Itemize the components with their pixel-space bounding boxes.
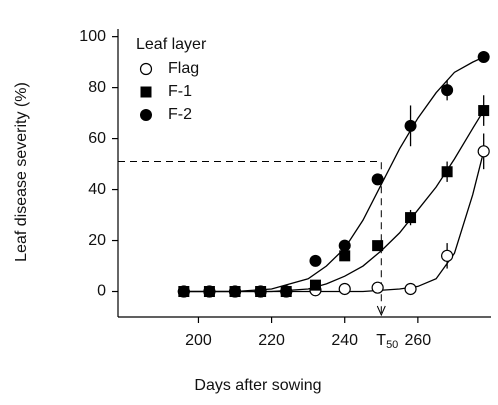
marker	[229, 285, 242, 298]
marker	[404, 119, 417, 132]
fit-curve	[183, 151, 485, 293]
marker	[441, 249, 454, 262]
marker	[404, 282, 417, 296]
marker	[371, 173, 384, 186]
legend-label: F-2	[168, 106, 192, 123]
marker	[338, 239, 351, 252]
x-tick-label: 260	[405, 332, 432, 349]
annotation-label: T50	[376, 332, 398, 351]
marker	[372, 240, 384, 252]
y-axis-label: Leaf disease severity (%)	[13, 82, 30, 262]
marker	[140, 86, 152, 98]
x-tick-label: 220	[258, 332, 285, 349]
x-tick-label: 200	[185, 332, 212, 349]
marker	[441, 84, 454, 97]
annotation-text: T	[376, 332, 386, 349]
marker	[309, 254, 322, 267]
marker	[338, 282, 351, 296]
y-tick-label: 40	[88, 181, 106, 198]
marker	[405, 212, 417, 224]
x-axis-label: Days after sowing	[194, 377, 321, 394]
y-tick-label: 100	[79, 28, 106, 45]
marker	[478, 105, 490, 117]
marker	[139, 62, 153, 76]
fit-curve	[183, 56, 484, 293]
marker	[254, 285, 267, 298]
marker	[477, 145, 490, 158]
marker	[477, 51, 490, 64]
marker	[339, 250, 351, 262]
x-tick-label: 240	[331, 332, 358, 349]
marker	[280, 285, 293, 298]
annotation-line	[118, 161, 382, 313]
y-tick-label: 20	[88, 232, 106, 249]
y-tick-label: 60	[88, 130, 106, 147]
legend-title: Leaf layer	[136, 36, 207, 53]
marker	[371, 281, 384, 294]
y-tick-label: 80	[88, 79, 106, 96]
y-tick-label: 0	[97, 283, 106, 300]
fit-curve	[183, 110, 485, 293]
annotation-subscript: 50	[386, 339, 398, 351]
marker	[441, 166, 453, 178]
legend-label: F-1	[168, 83, 192, 100]
marker	[203, 285, 216, 298]
annotation-arrow	[376, 305, 386, 317]
marker	[177, 285, 190, 298]
marker	[309, 279, 321, 291]
legend-label: Flag	[168, 60, 199, 77]
marker	[140, 109, 152, 121]
